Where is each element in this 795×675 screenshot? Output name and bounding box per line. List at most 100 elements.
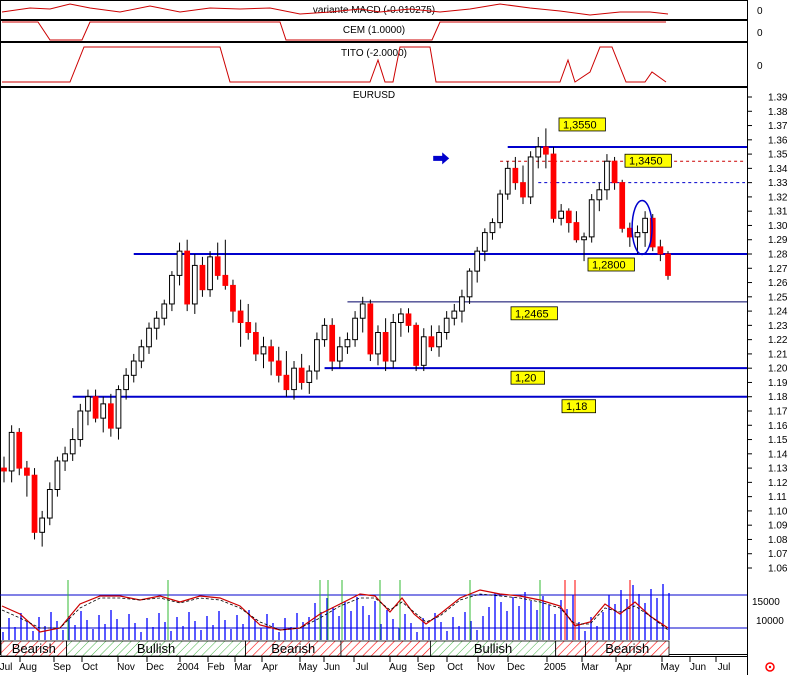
candle (443, 311, 450, 340)
regime-label: Bearish (12, 641, 56, 656)
time-tick-label: Jul (356, 662, 369, 673)
candle (85, 389, 91, 426)
price-tick-label: 1.20 (768, 364, 788, 375)
candle (146, 322, 152, 354)
price-tick-label: 1.07 (768, 549, 788, 560)
candle (382, 318, 389, 372)
level-tag: 1,3550 (558, 117, 606, 131)
price-tick-label: 1.32 (768, 192, 788, 203)
candle (24, 460, 30, 497)
regime-segment: Bullish (66, 640, 246, 657)
candle (69, 428, 76, 461)
candle (268, 339, 274, 376)
candle (184, 239, 191, 312)
price-tick-label: 1.14 (768, 449, 788, 460)
candle (77, 403, 84, 447)
time-tick-label: Jun (690, 662, 706, 673)
price-tick-label: 1.25 (768, 292, 788, 303)
price-tick-label: 1.33 (768, 178, 788, 189)
candle (481, 228, 488, 262)
candle (46, 482, 53, 526)
price-tick-label: 1.35 (768, 150, 788, 161)
price-tick-label: 1.11 (768, 492, 787, 503)
price-tick-label: 1.15 (768, 435, 788, 446)
candle (588, 194, 595, 243)
time-tick-label: May (661, 662, 680, 673)
support-resistance-levels (72, 145, 747, 398)
time-tick-label: Jul (718, 662, 731, 673)
candle (352, 311, 358, 347)
regime-segment: Bearish (585, 640, 670, 657)
price-tick-label: 1.24 (768, 307, 788, 318)
regime-label: Bullish (474, 641, 512, 656)
candle (153, 311, 160, 340)
candle (237, 299, 244, 347)
regime-bar: Bearish Bullish Bearish Bullish Bearish (0, 640, 670, 657)
candle (565, 208, 572, 233)
time-tick-label: Nov (477, 662, 495, 673)
candle (474, 246, 481, 283)
settings-icon[interactable] (765, 662, 775, 672)
candle (8, 425, 15, 483)
regime-segment: Bearish (245, 640, 342, 657)
price-tick-label: 1.27 (768, 264, 788, 275)
candle (596, 182, 603, 212)
candle (657, 239, 664, 262)
regime-segment (340, 640, 431, 657)
candle (466, 268, 473, 304)
level-tag-label: 1,20 (515, 373, 536, 385)
price-tick-label: 1.12 (768, 478, 788, 489)
time-tick-label: Oct (82, 662, 98, 673)
time-tick-label: Mar (581, 662, 599, 673)
oscillator-red-line (1, 589, 669, 633)
candle (611, 156, 618, 190)
regime-label: Bullish (137, 641, 175, 656)
candle (314, 332, 320, 380)
candle (649, 214, 656, 252)
time-tick-label: Apr (616, 662, 632, 673)
candle (329, 318, 336, 372)
candle (504, 161, 511, 200)
candle (199, 256, 206, 297)
candle (375, 325, 381, 366)
candle (619, 179, 626, 233)
candle (306, 365, 313, 394)
candle (581, 232, 587, 262)
candle (489, 218, 496, 240)
level-tag-label: 1,2465 (515, 308, 549, 320)
candle (642, 211, 648, 247)
candle (207, 251, 213, 297)
candle (275, 346, 282, 383)
regime-label: Bearish (605, 641, 649, 656)
candle (100, 396, 107, 433)
candle (31, 468, 38, 540)
regime-segment: Bearish (0, 640, 68, 657)
candle (321, 318, 328, 347)
candle (291, 361, 297, 400)
candle (222, 239, 229, 290)
cem-label: CEM (1.0000) (343, 25, 405, 36)
regime-segment: Bullish (430, 640, 557, 657)
candle (459, 289, 465, 323)
volume-tick-10000: 10000 (756, 616, 784, 627)
candle (1, 456, 7, 483)
time-tick-label: Mar (234, 662, 252, 673)
candle (283, 351, 290, 397)
level-tag: 1,20 (510, 370, 545, 385)
arrow-right-icon (433, 152, 450, 165)
regime-segment (555, 640, 586, 657)
candle (336, 336, 343, 369)
candle (420, 328, 427, 372)
candle (359, 296, 366, 333)
candle (230, 279, 236, 323)
candle (214, 242, 221, 280)
time-tick-label: Jun (324, 662, 340, 673)
price-tick-label: 1.10 (768, 506, 788, 517)
candle (138, 339, 145, 369)
price-tick-label: 1.38 (768, 107, 788, 118)
candle (39, 510, 46, 547)
cem-line (2, 21, 666, 41)
volume-bars (2, 580, 670, 640)
candle (252, 322, 259, 362)
time-tick-label: Sep (53, 662, 71, 673)
